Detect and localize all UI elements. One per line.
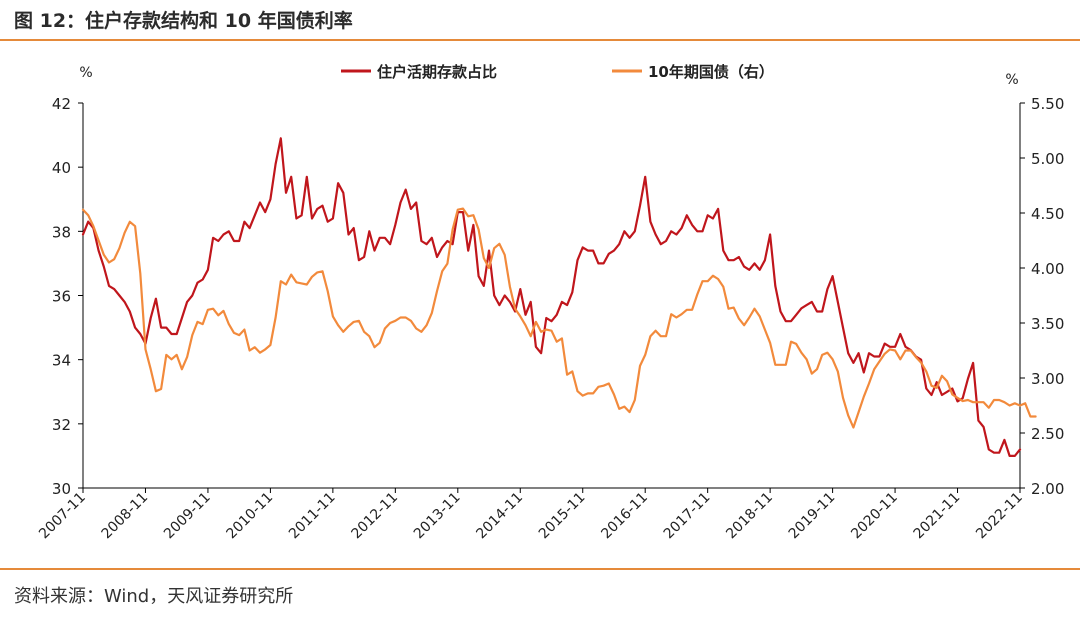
x-tick-label: 2022-11: [973, 490, 1026, 543]
source-note: 资料来源：Wind，天风证券研究所: [14, 586, 294, 607]
x-tick-label: 2008-11: [99, 490, 152, 543]
x-tick-label: 2019-11: [786, 490, 839, 543]
x-tick-label: 2016-11: [598, 490, 651, 543]
x-tick-label: 2021-11: [911, 490, 964, 543]
legend-label: 住户活期存款占比: [377, 63, 497, 81]
x-tick-label: 2020-11: [848, 490, 901, 543]
x-tick-label: 2012-11: [348, 490, 401, 543]
x-tick-label: 2017-11: [661, 490, 714, 543]
x-tick-label: 2015-11: [536, 490, 589, 543]
y-left-unit: %: [79, 65, 92, 81]
chart-axes: 30 32 34 36 38 40 42 2.00 2.50 3.00 3.50 4.00 4.50 5.…: [36, 65, 1064, 542]
chart-legend: 住户活期存款占比 10年期国债（右）: [341, 63, 774, 81]
y-right-tick-label: 2.50: [1031, 425, 1064, 443]
y-right-tick-label: 3.50: [1031, 315, 1064, 333]
x-tick-label: 2013-11: [411, 490, 464, 543]
top-divider: [0, 39, 1080, 41]
x-tick-label: 2009-11: [161, 490, 214, 543]
y-left-tick-label: 30: [52, 480, 71, 498]
y-right-unit: %: [1005, 72, 1018, 88]
y-left-tick-label: 36: [52, 288, 71, 306]
y-right-tick-label: 5.00: [1031, 150, 1064, 168]
x-tick-label: 2014-11: [473, 490, 526, 543]
y-left-tick-label: 32: [52, 416, 71, 434]
legend-label: 10年期国债（右）: [648, 63, 774, 81]
series-line-deposit-share: [81, 137, 1022, 457]
y-right-tick-label: 3.00: [1031, 370, 1064, 388]
y-right-tick-label: 4.00: [1031, 260, 1064, 278]
y-left-tick-label: 34: [52, 352, 71, 370]
y-left-tick-label: 40: [52, 159, 71, 177]
chart-series: [81, 137, 1037, 457]
series-line-10y-bond: [81, 207, 1037, 429]
y-right-tick-label: 4.50: [1031, 205, 1064, 223]
bottom-divider: [0, 568, 1080, 570]
y-right-tick-label: 5.50: [1031, 95, 1064, 113]
chart-title: 图 12：住户存款结构和 10 年国债利率: [14, 10, 353, 32]
y-right-tick-label: 2.00: [1031, 480, 1064, 498]
x-tick-label: 2011-11: [286, 490, 339, 543]
y-left-tick-label: 42: [52, 95, 71, 113]
x-tick-label: 2010-11: [224, 490, 277, 543]
x-tick-label: 2018-11: [723, 490, 776, 543]
y-left-tick-label: 38: [52, 223, 71, 241]
